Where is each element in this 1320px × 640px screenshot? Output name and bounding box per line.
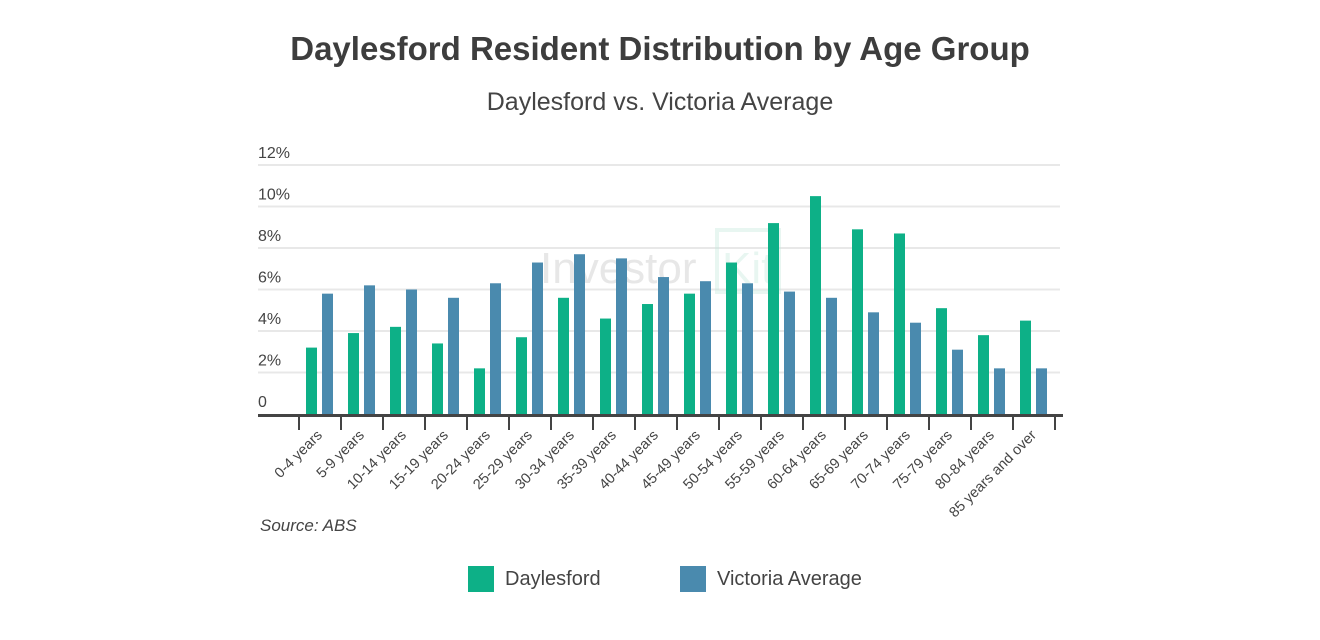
- bar-victoria-average-45-49-years: [700, 281, 711, 414]
- bar-victoria-average-20-24-years: [490, 283, 501, 414]
- y-tick-label: 12%: [258, 145, 290, 162]
- bar-victoria-average-25-29-years: [532, 262, 543, 414]
- bar-daylesford-80-84-years: [978, 335, 989, 414]
- bar-daylesford-60-64-years: [810, 196, 821, 414]
- bar-victoria-average-65-69-years: [868, 312, 879, 414]
- legend-swatch-daylesford: [468, 566, 494, 592]
- bar-daylesford-30-34-years: [558, 297, 569, 414]
- bar-victoria-average-55-59-years: [784, 291, 795, 414]
- legend-label: Daylesford: [505, 567, 601, 590]
- bar-daylesford-35-39-years: [600, 318, 611, 414]
- bar-daylesford-10-14-years: [390, 326, 401, 414]
- bars: [306, 196, 1047, 414]
- legend-item-victoria-average[interactable]: Victoria Average: [680, 566, 862, 592]
- bar-victoria-average-15-19-years: [448, 297, 459, 414]
- bar-daylesford-25-29-years: [516, 337, 527, 414]
- bar-daylesford-15-19-years: [432, 343, 443, 414]
- chart-title: Daylesford Resident Distribution by Age …: [290, 30, 1030, 67]
- y-tick-label: 4%: [258, 311, 281, 328]
- y-tick-label: 0: [258, 394, 267, 411]
- y-tick-label: 6%: [258, 270, 281, 287]
- bar-daylesford-45-49-years: [684, 293, 695, 414]
- bar-victoria-average-5-9-years: [364, 285, 375, 414]
- chart-subtitle: Daylesford vs. Victoria Average: [486, 88, 834, 116]
- x-axis: [258, 414, 1063, 430]
- bar-victoria-average-10-14-years: [406, 289, 417, 414]
- bar-daylesford-0-4-years: [306, 347, 317, 414]
- bar-daylesford-70-74-years: [894, 233, 905, 414]
- bar-daylesford-40-44-years: [642, 304, 653, 414]
- bar-daylesford-55-59-years: [768, 223, 779, 414]
- legend-swatch-victoria-average: [680, 566, 706, 592]
- bar-daylesford-20-24-years: [474, 368, 485, 414]
- legend-item-daylesford[interactable]: Daylesford: [468, 566, 601, 592]
- bar-victoria-average-70-74-years: [910, 322, 921, 414]
- bar-victoria-average-30-34-years: [574, 254, 585, 414]
- bar-victoria-average-35-39-years: [616, 258, 627, 414]
- y-tick-label: 2%: [258, 353, 281, 370]
- bar-victoria-average-85-years-and-over: [1036, 368, 1047, 414]
- bar-victoria-average-40-44-years: [658, 277, 669, 414]
- y-tick-label: 10%: [258, 187, 290, 204]
- y-axis-ticks: 0 2% 4% 6% 8% 10% 12%: [258, 145, 290, 411]
- bar-daylesford-5-9-years: [348, 333, 359, 414]
- bar-victoria-average-80-84-years: [994, 368, 1005, 414]
- y-tick-label: 8%: [258, 228, 281, 245]
- source-note: Source: ABS: [260, 516, 357, 535]
- legend-label: Victoria Average: [717, 567, 862, 590]
- bar-daylesford-50-54-years: [726, 262, 737, 414]
- bar-victoria-average-50-54-years: [742, 283, 753, 414]
- bar-daylesford-75-79-years: [936, 308, 947, 414]
- bar-daylesford-85-years-and-over: [1020, 320, 1031, 414]
- bar-victoria-average-75-79-years: [952, 349, 963, 414]
- bar-victoria-average-60-64-years: [826, 297, 837, 414]
- bar-daylesford-65-69-years: [852, 229, 863, 414]
- bar-victoria-average-0-4-years: [322, 293, 333, 414]
